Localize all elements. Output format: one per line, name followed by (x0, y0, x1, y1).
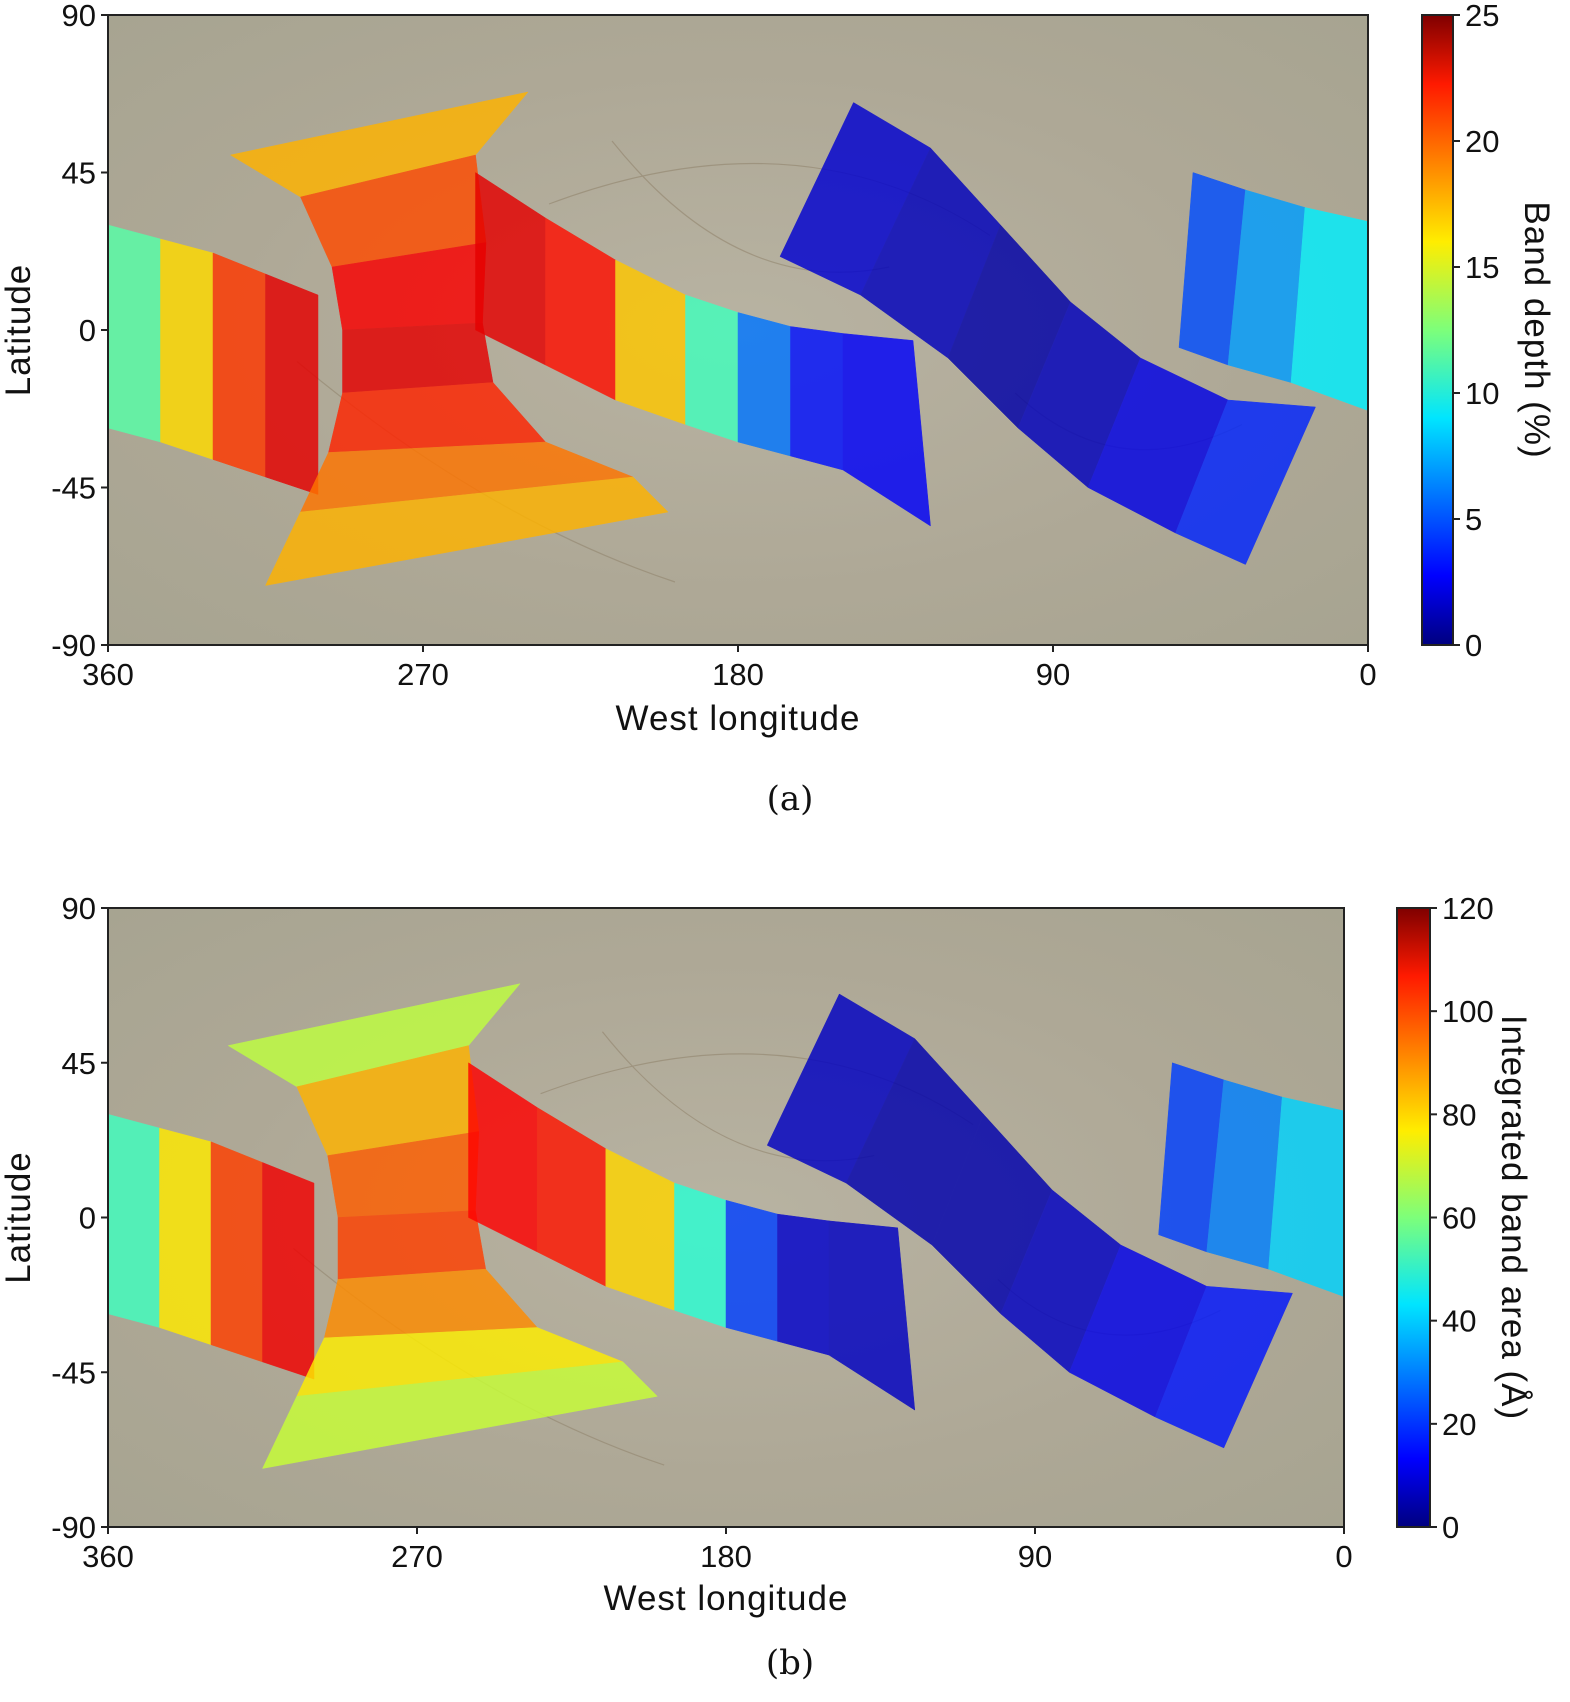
colorbar-tick-label: 40 (1442, 1304, 1476, 1339)
colorbar (1421, 14, 1454, 646)
x-tick-label: 0 (1335, 1539, 1352, 1574)
swath-cell (342, 322, 494, 394)
x-tick-label: 0 (1359, 657, 1376, 692)
colorbar-tick-label: 80 (1442, 1097, 1476, 1132)
swath-cell (107, 1113, 160, 1328)
colorbar (1396, 907, 1431, 1528)
swath-cell (107, 224, 161, 443)
x-tick-label: 360 (82, 657, 134, 692)
swath-cross (229, 91, 669, 586)
swath-cell (725, 1199, 778, 1342)
colorbar-tick-label: 0 (1465, 628, 1482, 663)
x-axis-label: West longitude (604, 1579, 849, 1618)
swath-cell (1154, 1286, 1293, 1449)
y-tick-label: 90 (62, 0, 96, 33)
swath-west-equatorial (107, 1113, 315, 1380)
swath-cell (842, 333, 931, 527)
swath-cell (210, 1141, 263, 1363)
colorbar-tick-label: 60 (1442, 1201, 1476, 1236)
y-tick-label: -90 (51, 1510, 96, 1545)
y-tick-label: 45 (62, 156, 96, 191)
swath-cell (828, 1220, 916, 1411)
swath-east-edge (1158, 1062, 1345, 1297)
x-tick-label: 270 (397, 657, 449, 692)
y-tick-label: -90 (51, 628, 96, 663)
colorbar-label: Integrated band area (Å) (1494, 1015, 1533, 1420)
x-tick-label: 180 (700, 1539, 752, 1574)
colorbar-tick-label: 5 (1465, 502, 1482, 537)
y-tick-label: 90 (62, 891, 96, 926)
swath-cell (737, 312, 791, 457)
y-tick-label: 45 (62, 1046, 96, 1081)
x-tick-label: 360 (82, 1539, 134, 1574)
panel-b: 360 270 180 90 0 90 45 0 -45 -90 West longitude Lat… (0, 891, 1533, 1683)
swath-cell (337, 1210, 486, 1280)
x-tick-label: 270 (391, 1539, 443, 1574)
x-tick-label: 90 (1018, 1539, 1052, 1574)
swath-cell (685, 294, 739, 443)
swath-east-edge (1178, 172, 1369, 411)
swath-cell (265, 476, 669, 586)
swath-cell (212, 252, 266, 478)
swath-central-band (468, 1062, 916, 1411)
colorbar-tick-label: 15 (1465, 250, 1499, 285)
colorbar-tick-label: 0 (1442, 1510, 1459, 1545)
swath-cell (674, 1182, 727, 1328)
swath-cell (159, 1127, 212, 1346)
y-axis-label: Latitude (0, 1151, 38, 1284)
swath-east-diagonal (766, 993, 1293, 1449)
colorbar-tick-label: 20 (1442, 1407, 1476, 1442)
y-tick-label: -45 (51, 1355, 96, 1390)
colorbar-tick-label: 20 (1465, 124, 1499, 159)
swath-cell (160, 238, 214, 460)
x-tick-label: 90 (1036, 657, 1070, 692)
swath-cell (265, 273, 319, 495)
swath-cross (227, 983, 658, 1469)
colorbar-tick-label: 120 (1442, 891, 1494, 926)
y-axis-label: Latitude (0, 264, 38, 397)
swath-cell (262, 1361, 658, 1469)
swath-west-equatorial (107, 224, 319, 495)
y-tick-label: 0 (79, 1201, 96, 1236)
colorbar-tick-label: 25 (1465, 0, 1499, 33)
x-axis-label: West longitude (616, 699, 861, 738)
y-tick-label: -45 (51, 471, 96, 506)
swath-cell (1175, 399, 1316, 565)
swath-cell (790, 326, 844, 471)
swath-cell (262, 1162, 315, 1380)
colorbar-label: Band depth (%) (1517, 201, 1556, 458)
panel-caption: (a) (767, 779, 814, 819)
colorbar-tick-label: 10 (1465, 376, 1499, 411)
x-tick-label: 180 (712, 657, 764, 692)
swath-cell (777, 1213, 830, 1356)
panel-caption: (b) (766, 1643, 814, 1683)
swath-central-band (475, 172, 931, 527)
swath-cell (1290, 207, 1369, 411)
swath-cell (1268, 1096, 1345, 1297)
swath-east-diagonal (779, 102, 1316, 565)
y-tick-label: 0 (79, 313, 96, 348)
colorbar-tick-label: 100 (1442, 994, 1494, 1029)
panel-a: 360 270 180 90 0 90 45 0 -45 -90 West longitude Lat… (0, 0, 1556, 819)
